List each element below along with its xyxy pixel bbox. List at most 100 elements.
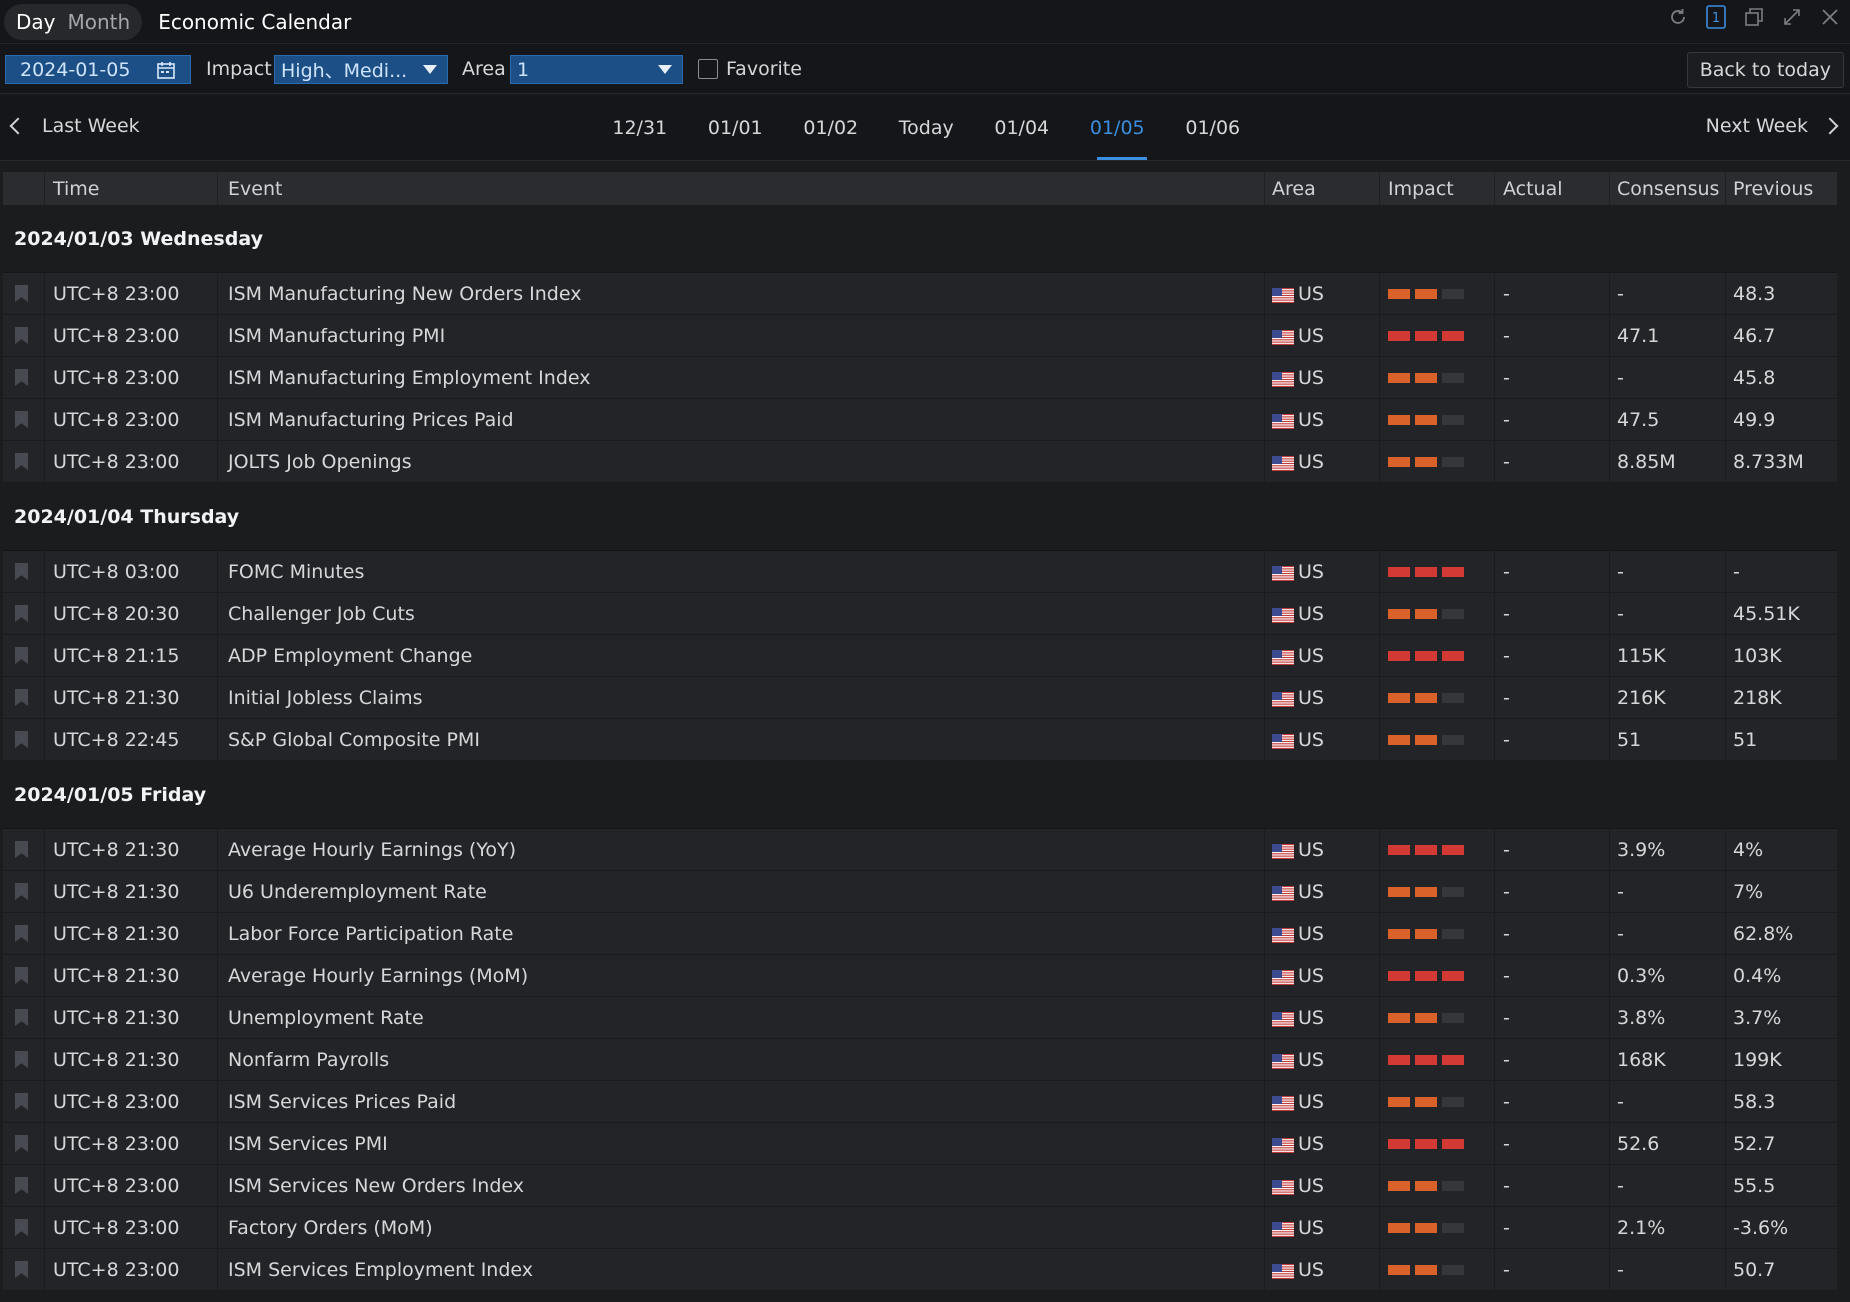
day-tab[interactable]: 01/02 (803, 117, 859, 139)
table-row[interactable]: UTC+8 21:30 Nonfarm Payrolls US -168K 199K (3, 1039, 1837, 1081)
event-cell: ISM Services PMI (217, 1123, 1264, 1164)
area-cell: US (1264, 1207, 1379, 1248)
table-row[interactable]: UTC+8 23:00 ISM Manufacturing Prices Paid… (3, 399, 1837, 441)
next-week-button[interactable]: Next Week (1706, 115, 1840, 137)
close-icon[interactable] (1818, 4, 1842, 30)
day-tab[interactable]: Today (898, 117, 954, 139)
table-row[interactable]: UTC+8 23:00 ISM Manufacturing PMI US -47.1 4… (3, 315, 1837, 357)
consensus-cell: - (1609, 551, 1725, 592)
table-row[interactable]: UTC+8 21:15 ADP Employment Change US -115K 1… (3, 635, 1837, 677)
table-row[interactable]: UTC+8 21:30 Labor Force Participation Rat… (3, 913, 1837, 955)
bookmark-icon[interactable] (15, 453, 28, 470)
day-tab[interactable]: 01/05 (1070, 95, 1166, 161)
impact-bar (1388, 1222, 1410, 1233)
header-event[interactable]: Event (217, 172, 1264, 205)
table-row[interactable]: UTC+8 03:00 FOMC Minutes US - - - (3, 551, 1837, 593)
restore-icon[interactable] (1742, 4, 1766, 30)
impact-cell (1379, 635, 1494, 676)
table-row[interactable]: UTC+8 23:00 JOLTS Job Openings US -8.85M 8.7… (3, 441, 1837, 483)
last-week-button[interactable]: Last Week (8, 115, 140, 137)
bookmark-icon[interactable] (15, 563, 28, 580)
impact-cell (1379, 997, 1494, 1038)
bookmark-icon[interactable] (15, 647, 28, 664)
previous-cell: 55.5 (1725, 1165, 1837, 1206)
tab-month[interactable]: Month (67, 9, 131, 34)
impact-indicator (1388, 650, 1464, 661)
bookmark-icon[interactable] (15, 1177, 28, 1194)
impact-bar (1442, 1180, 1464, 1191)
bookmark-icon[interactable] (15, 967, 28, 984)
bookmark-icon[interactable] (15, 369, 28, 386)
table-row[interactable]: UTC+8 23:00 ISM Manufacturing Employment … (3, 357, 1837, 399)
refresh-icon[interactable] (1666, 4, 1690, 30)
bookmark-icon[interactable] (15, 327, 28, 344)
calendar-icon[interactable] (152, 58, 180, 82)
bookmark-cell (3, 913, 44, 954)
favorite-checkbox[interactable] (698, 59, 718, 79)
table-row[interactable]: UTC+8 23:00 ISM Services PMI US -52.6 52.7 (3, 1123, 1837, 1165)
bookmark-icon[interactable] (15, 285, 28, 302)
day-tab[interactable]: 01/04 (994, 117, 1050, 139)
bookmark-icon[interactable] (15, 411, 28, 428)
consensus-cell: 8.85M (1609, 441, 1725, 482)
impact-select[interactable]: High、Medi... (274, 55, 448, 84)
bookmark-icon[interactable] (15, 1051, 28, 1068)
impact-bar (1388, 1138, 1410, 1149)
header-time[interactable]: Time (44, 172, 217, 205)
bookmark-icon[interactable] (15, 883, 28, 900)
bookmark-cell (3, 997, 44, 1038)
day-tab[interactable]: 01/06 (1185, 117, 1241, 139)
table-row[interactable]: UTC+8 23:00 ISM Manufacturing New Orders … (3, 273, 1837, 315)
table-row[interactable]: UTC+8 21:30 U6 Underemployment Rate US - -7% (3, 871, 1837, 913)
maximize-icon[interactable] (1780, 4, 1804, 30)
table-row[interactable]: UTC+8 23:00 ISM Services Employment Index… (3, 1249, 1837, 1291)
impact-bar (1442, 1096, 1464, 1107)
table-row[interactable]: UTC+8 21:30 Average Hourly Earnings (MoM)… (3, 955, 1837, 997)
bookmark-icon[interactable] (15, 605, 28, 622)
table-row[interactable]: UTC+8 21:30 Unemployment Rate US -3.8% 3.7% (3, 997, 1837, 1039)
bookmark-icon[interactable] (15, 1219, 28, 1236)
impact-indicator (1388, 692, 1464, 703)
window-number-icon[interactable]: 1 (1704, 4, 1728, 30)
header-previous[interactable]: Previous (1725, 172, 1837, 205)
bookmark-icon[interactable] (15, 1135, 28, 1152)
bookmark-icon[interactable] (15, 1261, 28, 1278)
bookmark-cell (3, 551, 44, 592)
area-cell: US (1264, 719, 1379, 760)
impact-indicator (1388, 566, 1464, 577)
back-to-today-button[interactable]: Back to today (1686, 52, 1844, 88)
impact-bar (1442, 1222, 1464, 1233)
date-picker[interactable]: 2024-01-05 (5, 55, 191, 84)
area-code: US (1298, 728, 1324, 751)
table-row[interactable]: UTC+8 20:30 Challenger Job Cuts US - -45.51K (3, 593, 1837, 635)
area-select[interactable]: 1 (510, 55, 683, 84)
bookmark-icon[interactable] (15, 1093, 28, 1110)
table-row[interactable]: UTC+8 22:45 S&P Global Composite PMI US -51… (3, 719, 1837, 761)
consensus-cell: 3.9% (1609, 829, 1725, 870)
header-actual[interactable]: Actual (1494, 172, 1609, 205)
tab-day[interactable]: Day (16, 9, 56, 34)
impact-label: Impact (206, 58, 272, 80)
bookmark-icon[interactable] (15, 925, 28, 942)
day-tab[interactable]: 12/31 (612, 117, 668, 139)
table-row[interactable]: UTC+8 23:00 Factory Orders (MoM) US -2.1% -3… (3, 1207, 1837, 1249)
impact-bar (1442, 1264, 1464, 1275)
header-area[interactable]: Area (1264, 172, 1379, 205)
table-row[interactable]: UTC+8 21:30 Initial Jobless Claims US -216K… (3, 677, 1837, 719)
header-impact[interactable]: Impact (1379, 172, 1494, 205)
bookmark-icon[interactable] (15, 689, 28, 706)
impact-indicator (1388, 456, 1464, 467)
us-flag-icon (1272, 1094, 1294, 1111)
day-tab[interactable]: 01/01 (707, 117, 763, 139)
bookmark-icon[interactable] (15, 731, 28, 748)
header-consensus[interactable]: Consensus (1609, 172, 1725, 205)
impact-cell (1379, 1123, 1494, 1164)
bookmark-icon[interactable] (15, 841, 28, 858)
table-row[interactable]: UTC+8 23:00 ISM Services Prices Paid US - -5… (3, 1081, 1837, 1123)
bookmark-icon[interactable] (15, 1009, 28, 1026)
table-row[interactable]: UTC+8 23:00 ISM Services New Orders Index… (3, 1165, 1837, 1207)
area-cell: US (1264, 593, 1379, 634)
area-code: US (1298, 1216, 1324, 1239)
favorite-label[interactable]: Favorite (726, 58, 802, 80)
table-row[interactable]: UTC+8 21:30 Average Hourly Earnings (YoY)… (3, 829, 1837, 871)
